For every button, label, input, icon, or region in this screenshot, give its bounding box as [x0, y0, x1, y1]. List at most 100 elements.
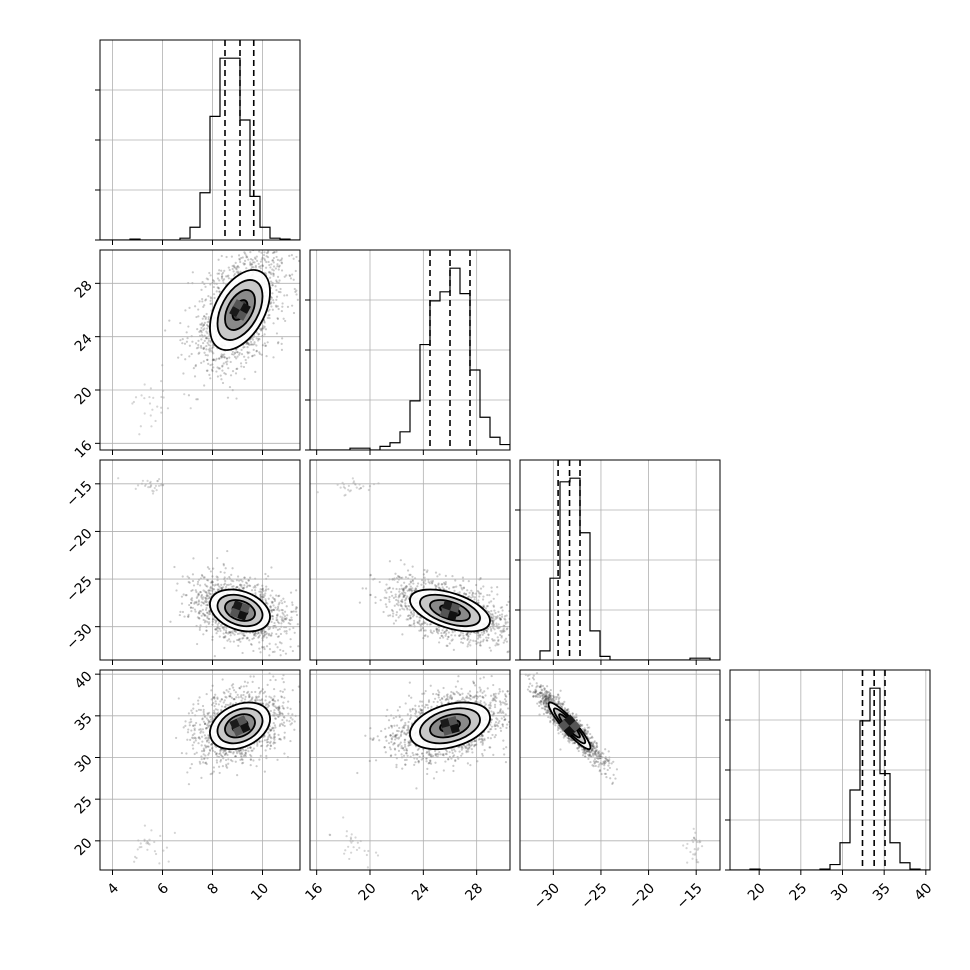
scatter-point	[249, 584, 252, 588]
scatter-point	[489, 649, 492, 652]
scatter-point	[225, 631, 228, 634]
scatter-point	[491, 613, 494, 616]
scatter-point	[284, 618, 288, 621]
scatter-point	[260, 597, 263, 600]
scatter-point	[404, 586, 407, 589]
scatter-point	[239, 748, 242, 751]
outlier-point	[183, 393, 186, 396]
scatter-point	[271, 609, 274, 612]
scatter-point	[207, 622, 210, 625]
panel-1-1	[305, 249, 511, 455]
scatter-point	[231, 267, 234, 271]
scatter-point	[398, 608, 402, 611]
scatter-point	[211, 589, 214, 592]
scatter-point	[200, 595, 203, 598]
scatter-point	[471, 593, 474, 597]
scatter-point	[195, 642, 199, 646]
scatter-point	[261, 327, 264, 330]
density-core-cell	[229, 607, 240, 619]
scatter-point	[241, 637, 244, 640]
scatter-point	[243, 576, 246, 579]
scatter-point	[234, 351, 237, 354]
scatter-point	[281, 611, 284, 615]
scatter-point	[258, 338, 261, 341]
scatter-point	[479, 644, 482, 647]
scatter-point	[206, 354, 209, 357]
scatter-point	[486, 627, 490, 630]
scatter-point	[203, 327, 206, 330]
panel-2-2	[515, 459, 721, 665]
scatter-point	[186, 337, 189, 340]
scatter-point	[244, 695, 247, 698]
scatter-point	[223, 269, 226, 272]
outlier-point	[160, 406, 163, 409]
scatter-point	[271, 614, 274, 618]
scatter-point	[399, 593, 402, 596]
scatter-point	[404, 587, 407, 590]
scatter-point	[424, 582, 427, 585]
scatter-point	[432, 630, 435, 633]
outlier-point	[153, 486, 156, 490]
scatter-point	[486, 639, 489, 642]
scatter-point	[388, 587, 391, 590]
scatter-point	[267, 740, 270, 744]
outlier-point	[150, 425, 153, 428]
scatter-point	[187, 580, 190, 584]
scatter-point	[226, 275, 229, 278]
scatter-point	[191, 599, 194, 602]
scatter-point	[219, 586, 222, 589]
scatter-point	[235, 271, 238, 274]
scatter-point	[479, 636, 482, 639]
scatter-point	[467, 634, 470, 638]
scatter-point	[423, 568, 426, 572]
scatter-point	[211, 581, 215, 584]
scatter-point	[485, 630, 488, 633]
scatter-point	[261, 256, 264, 259]
scatter-point	[206, 327, 209, 330]
scatter-point	[245, 361, 248, 364]
scatter-point	[467, 595, 470, 599]
scatter-point	[212, 696, 216, 699]
scatter-point	[499, 617, 502, 621]
scatter-point	[465, 633, 468, 636]
scatter-point	[564, 628, 566, 630]
scatter-point	[213, 713, 216, 716]
scatter-point	[255, 584, 259, 587]
scatter-point	[397, 616, 400, 619]
scatter-point	[414, 587, 417, 590]
scatter-point	[274, 267, 277, 270]
scatter-point	[251, 338, 255, 341]
scatter-point	[281, 602, 284, 605]
scatter-point	[267, 632, 271, 635]
scatter-point	[419, 616, 422, 619]
scatter-point	[191, 606, 194, 610]
scatter-point	[232, 640, 236, 643]
scatter-point	[216, 623, 219, 626]
scatter-point	[405, 596, 408, 600]
scatter-point	[195, 600, 198, 603]
scatter-point	[244, 751, 247, 755]
scatter-point	[185, 340, 189, 343]
scatter-point	[193, 736, 196, 739]
scatter-point	[435, 628, 438, 631]
scatter-point	[247, 342, 250, 345]
scatter-point	[278, 710, 281, 713]
scatter-point	[189, 606, 193, 609]
scatter-point	[194, 610, 197, 613]
scatter-point	[222, 362, 225, 365]
scatter-point	[208, 589, 211, 592]
scatter-point	[443, 583, 446, 586]
scatter-point	[482, 638, 485, 641]
scatter-point	[474, 640, 477, 643]
scatter-point	[222, 636, 225, 639]
scatter-point	[204, 285, 207, 288]
scatter-point	[467, 637, 470, 640]
scatter-point	[261, 587, 264, 590]
scatter-point	[186, 575, 189, 578]
scatter-point	[212, 279, 215, 282]
scatter-point	[246, 255, 249, 259]
scatter-point	[206, 615, 209, 618]
scatter-point	[230, 353, 234, 356]
scatter-point	[266, 251, 270, 254]
scatter-point	[252, 637, 255, 640]
